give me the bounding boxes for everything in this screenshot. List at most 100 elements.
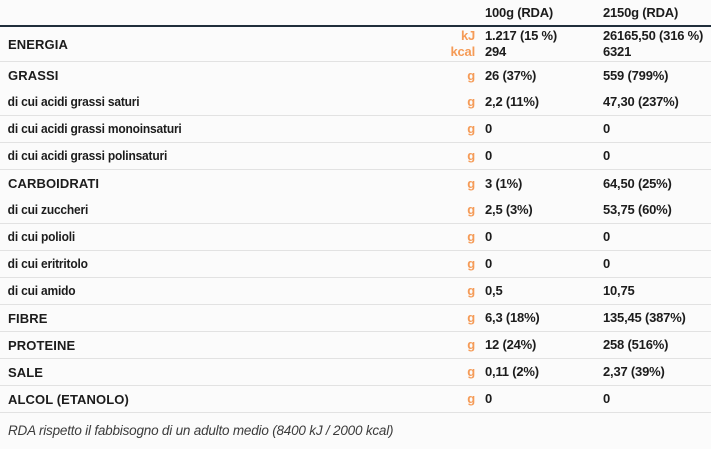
- unit-cell: g: [411, 364, 475, 380]
- unit-cell: kJ kcal: [411, 28, 475, 60]
- value-2150g: 64,50 (25%): [593, 176, 711, 192]
- table-row: di cui eritritolo g 0 0: [0, 251, 711, 278]
- value-100g: 2,5 (3%): [475, 202, 593, 218]
- nutrient-label: di cui acidi grassi saturi: [7, 95, 140, 109]
- value-100g: 12 (24%): [475, 337, 593, 353]
- unit-cell: g: [411, 121, 475, 137]
- value-2150g-line: 0: [603, 148, 611, 163]
- unit-value: g: [467, 256, 475, 271]
- unit-cell: g: [411, 202, 475, 218]
- table-row: CARBOIDRATI g 3 (1%) 64,50 (25%): [0, 170, 711, 197]
- table-row: di cui acidi grassi saturi g 2,2 (11%) 47,3…: [0, 89, 711, 116]
- value-100g: 6,3 (18%): [475, 310, 593, 326]
- value-100g: 0: [475, 256, 593, 272]
- value-100g: 1.217 (15 %) 294: [475, 28, 593, 60]
- table-row: di cui zuccheri g 2,5 (3%) 53,75 (60%): [0, 197, 711, 224]
- value-100g-line: 294: [485, 44, 507, 59]
- value-2150g: 0: [593, 391, 711, 407]
- table-row: GRASSI g 26 (37%) 559 (799%): [0, 62, 711, 89]
- unit-value: g: [467, 121, 475, 136]
- value-100g-line: 0,11 (2%): [485, 364, 539, 379]
- unit-cell: g: [411, 310, 475, 326]
- table-row: di cui acidi grassi monoinsaturi g 0 0: [0, 116, 711, 143]
- nutrient-label: di cui acidi grassi polinsaturi: [7, 149, 168, 163]
- value-2150g-line: 0: [603, 256, 611, 271]
- unit-cell: g: [411, 229, 475, 245]
- table-row: ALCOL (ETANOLO) g 0 0: [0, 386, 711, 413]
- value-2150g-line: 0: [603, 121, 611, 136]
- value-2150g: 135,45 (387%): [593, 310, 711, 326]
- value-100g: 0: [475, 121, 593, 137]
- unit-value: kcal: [450, 44, 475, 59]
- nutrient-label: di cui zuccheri: [7, 203, 89, 217]
- unit-cell: g: [411, 68, 475, 84]
- nutrient-label: di cui polioli: [7, 230, 76, 244]
- value-2150g-line: 135,45 (387%): [603, 310, 686, 325]
- table-row: FIBRE g 6,3 (18%) 135,45 (387%): [0, 305, 711, 332]
- value-2150g-line: 258 (516%): [603, 337, 669, 352]
- value-2150g-line: 53,75 (60%): [603, 202, 672, 217]
- value-100g-line: 2,5 (3%): [485, 202, 533, 217]
- table-row: SALE g 0,11 (2%) 2,37 (39%): [0, 359, 711, 386]
- table-row: ENERGIA kJ kcal 1.217 (15 %) 294 26165,50 (31…: [0, 27, 711, 62]
- unit-value: g: [467, 148, 475, 163]
- unit-cell: g: [411, 391, 475, 407]
- value-100g: 0: [475, 148, 593, 164]
- value-2150g: 47,30 (237%): [593, 94, 711, 110]
- value-2150g: 2,37 (39%): [593, 364, 711, 380]
- value-2150g-line: 26165,50 (316 %): [603, 28, 704, 43]
- unit-value: g: [467, 310, 475, 325]
- value-100g-line: 0,5: [485, 283, 503, 298]
- value-2150g: 0: [593, 256, 711, 272]
- nutrient-label: ALCOL (ETANOLO): [8, 391, 129, 407]
- nutrient-label: GRASSI: [8, 68, 59, 83]
- table-row: di cui acidi grassi polinsaturi g 0 0: [0, 143, 711, 170]
- nutrient-label: di cui eritritolo: [7, 257, 88, 271]
- value-2150g-line: 2,37 (39%): [603, 364, 665, 379]
- value-100g: 0,5: [475, 283, 593, 299]
- value-2150g-line: 47,30 (237%): [603, 94, 679, 109]
- value-100g-line: 6,3 (18%): [485, 310, 540, 325]
- nutrient-label: di cui acidi grassi monoinsaturi: [7, 122, 182, 136]
- unit-value: g: [467, 391, 475, 406]
- nutrient-label: FIBRE: [8, 310, 48, 326]
- value-100g-line: 3 (1%): [485, 175, 523, 191]
- value-100g-line: 1.217 (15 %): [485, 28, 558, 43]
- table-row: PROTEINE g 12 (24%) 258 (516%): [0, 332, 711, 359]
- value-100g-line: 0: [485, 256, 493, 271]
- unit-value: g: [467, 67, 475, 83]
- value-100g-line: 2,2 (11%): [485, 94, 539, 109]
- value-2150g-line: 10,75: [603, 283, 635, 298]
- unit-value: g: [467, 337, 475, 352]
- value-2150g: 0: [593, 229, 711, 245]
- unit-cell: g: [411, 176, 475, 192]
- nutrient-label: SALE: [8, 364, 44, 380]
- value-2150g-line: 6321: [603, 44, 632, 59]
- column-header-100g: 100g (RDA): [485, 5, 554, 20]
- nutrient-label: PROTEINE: [8, 337, 76, 353]
- unit-value: g: [467, 364, 475, 379]
- value-100g-line: 0: [485, 229, 493, 244]
- table-row: di cui amido g 0,5 10,75: [0, 278, 711, 305]
- value-100g: 0,11 (2%): [475, 364, 593, 380]
- value-2150g: 10,75: [593, 283, 711, 299]
- value-100g-line: 0: [485, 391, 493, 406]
- value-100g: 26 (37%): [475, 68, 593, 84]
- value-100g-line: 0: [485, 121, 493, 136]
- unit-value: g: [467, 175, 475, 191]
- value-2150g: 559 (799%): [593, 68, 711, 84]
- value-100g-line: 0: [485, 148, 493, 163]
- value-2150g: 53,75 (60%): [593, 202, 711, 218]
- unit-cell: g: [411, 337, 475, 353]
- table-body: ENERGIA kJ kcal 1.217 (15 %) 294 26165,50 (31…: [0, 27, 711, 413]
- table-row: di cui polioli g 0 0: [0, 224, 711, 251]
- unit-value: g: [467, 283, 475, 298]
- value-2150g: 0: [593, 121, 711, 137]
- value-100g-line: 12 (24%): [485, 337, 537, 352]
- nutrient-label: di cui amido: [7, 284, 76, 298]
- unit-value: kJ: [460, 28, 475, 43]
- value-100g: 0: [475, 229, 593, 245]
- value-2150g: 0: [593, 148, 711, 164]
- rda-footnote: RDA rispetto il fabbisogno di un adulto …: [8, 423, 394, 438]
